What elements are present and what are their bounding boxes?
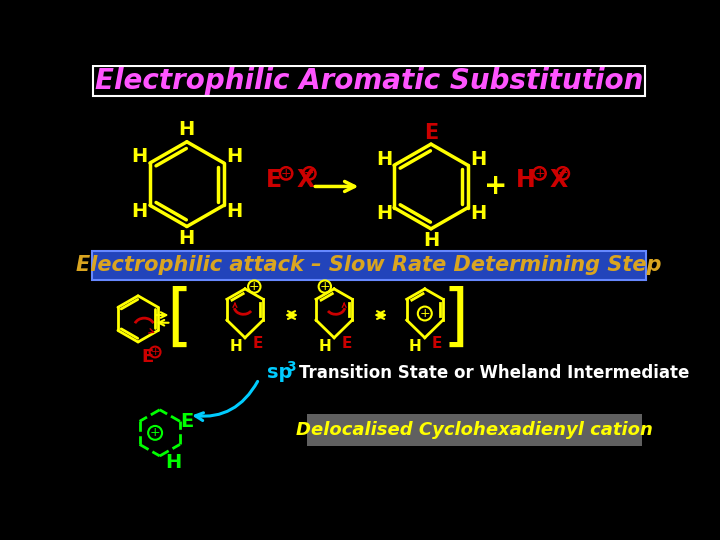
FancyBboxPatch shape [307,414,642,446]
Text: X: X [296,168,315,192]
Text: Electrophilic attack – Slow Rate Determining Step: Electrophilic attack – Slow Rate Determi… [76,255,662,275]
Text: H: H [226,147,243,166]
Text: 3: 3 [286,360,296,374]
Text: H: H [131,147,148,166]
Text: H: H [318,340,331,354]
Text: [: [ [166,286,192,352]
Text: H: H [376,204,392,223]
Text: H: H [226,202,243,221]
FancyBboxPatch shape [93,66,645,96]
Text: Electrophilic Aromatic Substitution: Electrophilic Aromatic Substitution [95,67,643,95]
Text: +: + [281,167,292,180]
Text: +: + [484,172,507,200]
Text: H: H [131,202,148,221]
Text: −: − [304,167,315,180]
Text: H: H [230,340,242,354]
Text: H: H [516,168,536,192]
Text: E: E [252,336,263,352]
Text: Transition State or Wheland Intermediate: Transition State or Wheland Intermediate [300,364,690,382]
Text: E: E [141,348,153,367]
Text: E: E [432,336,442,352]
Text: H: H [166,453,182,471]
Text: −: − [557,167,568,180]
Text: Delocalised Cyclohexadienyl cation: Delocalised Cyclohexadienyl cation [296,421,653,439]
Text: H: H [423,231,439,250]
FancyBboxPatch shape [92,251,646,280]
Text: ]: ] [443,286,469,352]
Text: H: H [470,150,486,169]
Text: +: + [150,347,160,357]
Text: H: H [179,230,195,248]
Text: E: E [341,336,351,352]
Text: H: H [376,150,392,169]
Text: +: + [249,280,260,293]
Text: +: + [420,307,430,320]
Text: +: + [320,280,330,293]
Text: sp: sp [266,363,292,382]
Text: X: X [549,168,568,192]
Text: H: H [470,204,486,223]
Text: +: + [534,167,545,180]
Text: E: E [424,123,438,143]
Text: H: H [179,120,195,139]
Text: E: E [266,168,282,192]
Text: H: H [409,340,422,354]
Text: +: + [150,427,161,440]
Text: E: E [180,412,194,431]
